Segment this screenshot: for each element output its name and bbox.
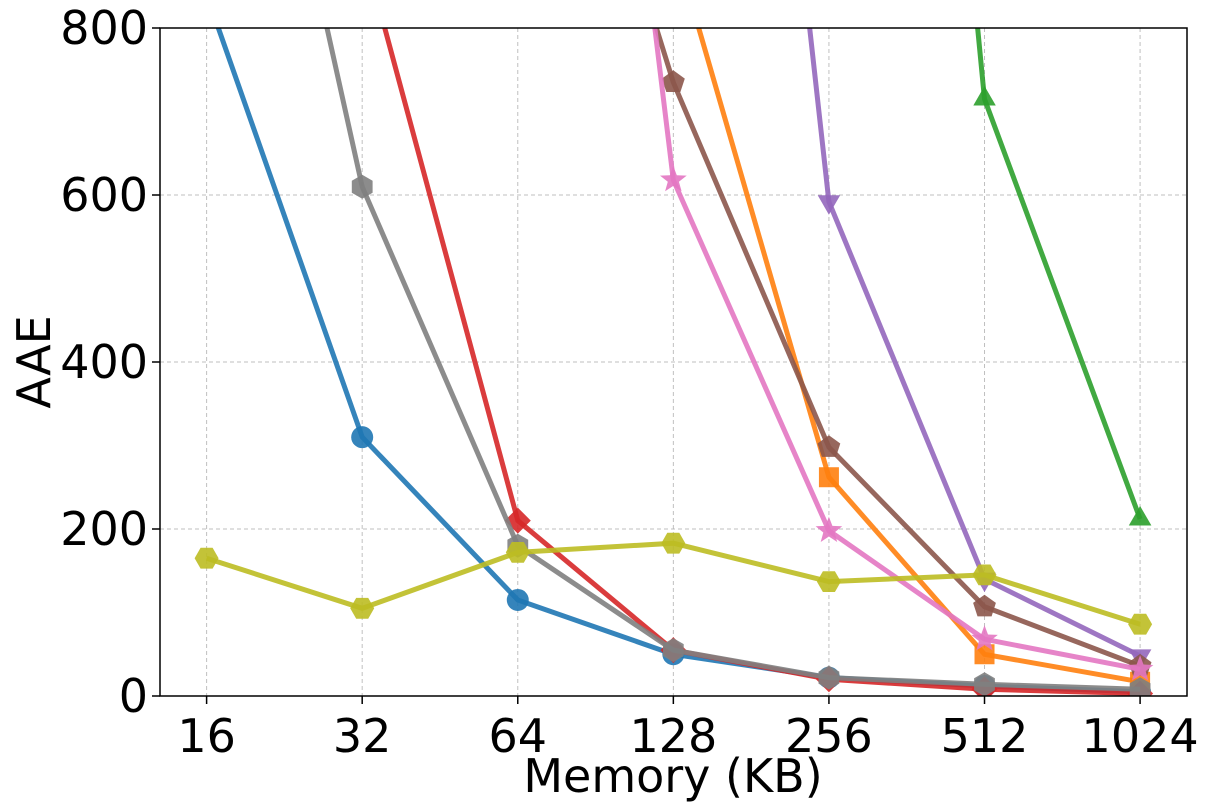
marker	[817, 435, 841, 457]
marker	[974, 672, 995, 696]
series-line	[807, 28, 1142, 659]
marker	[973, 86, 996, 106]
marker	[506, 588, 529, 611]
plot-frame	[159, 27, 1188, 697]
marker	[505, 542, 530, 563]
marker	[973, 594, 996, 617]
marker	[974, 644, 995, 665]
plot-area	[194, 0, 1154, 696]
x-axis-label: Memory (KB)	[523, 749, 822, 803]
x-tick-label: 1024	[1082, 709, 1199, 763]
marker	[1128, 506, 1152, 526]
series-line	[696, 28, 1141, 685]
marker	[815, 516, 843, 542]
marker	[196, 0, 218, 6]
y-tick-label: 200	[60, 502, 148, 556]
x-tick-label: 32	[333, 709, 392, 763]
x-tick-label: 256	[785, 709, 873, 763]
y-tick-label: 0	[119, 669, 148, 723]
marker	[817, 195, 841, 215]
y-axis-label: AAE	[7, 315, 61, 408]
marker	[663, 638, 684, 663]
marker	[972, 564, 997, 586]
marker	[351, 174, 373, 199]
y-tick-label: 600	[60, 168, 148, 222]
marker	[818, 665, 840, 690]
marker	[660, 166, 687, 192]
marker	[661, 70, 685, 92]
marker	[818, 467, 839, 488]
y-tick-label: 800	[60, 1, 148, 55]
marker	[971, 625, 998, 651]
marker	[1129, 677, 1151, 696]
marker	[1128, 613, 1153, 635]
marker	[661, 532, 686, 554]
marker	[1126, 655, 1154, 681]
marker	[194, 547, 219, 569]
marker	[351, 426, 374, 449]
marker	[350, 597, 375, 619]
x-tick-label: 128	[629, 709, 717, 763]
x-tick-label: 512	[941, 709, 1029, 763]
x-tick-label: 64	[488, 709, 547, 763]
marker	[816, 571, 841, 592]
x-tick-label: 16	[177, 709, 236, 763]
y-tick-label: 400	[60, 335, 148, 389]
